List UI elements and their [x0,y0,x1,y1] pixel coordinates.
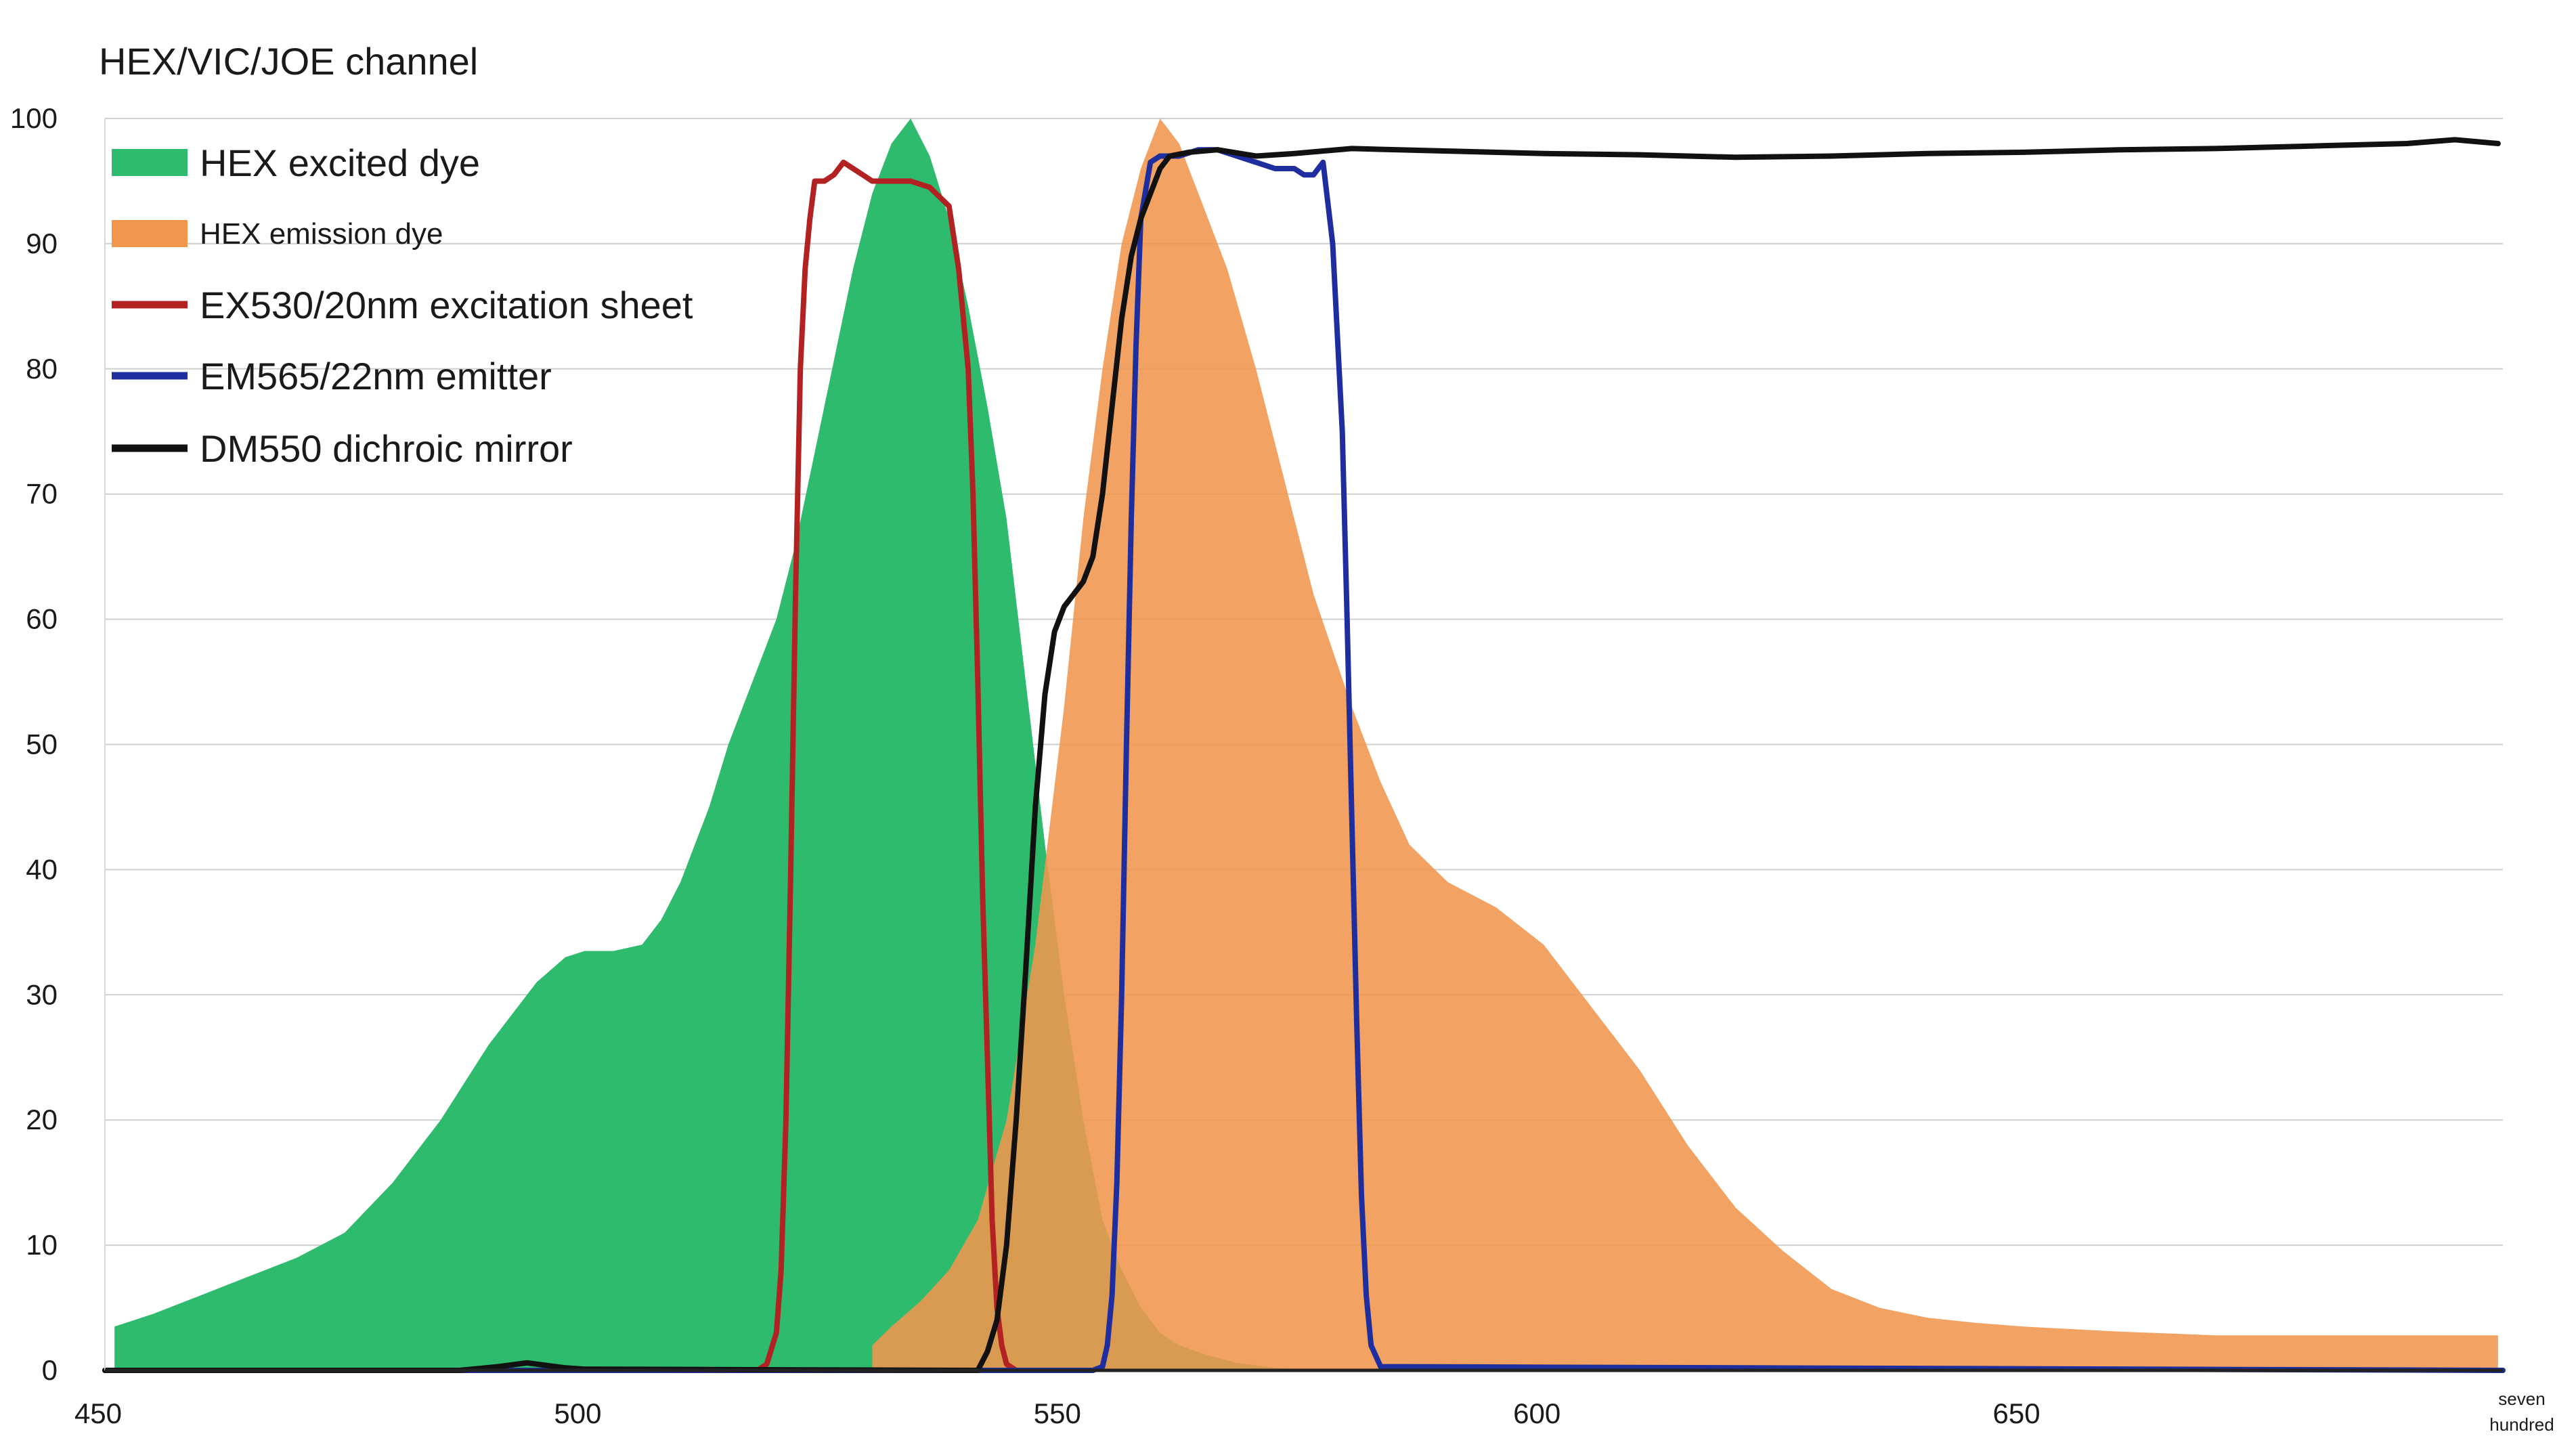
x-tick-label: 650 [1993,1397,2040,1429]
legend-item: EM565/22nm emitter [112,355,552,397]
y-tick-label: 100 [10,102,58,134]
legend-label: EM565/22nm emitter [200,355,552,397]
area-hex-emission-dye [872,118,2498,1370]
legend-item: EX530/20nm excitation sheet [112,284,693,326]
y-tick-label: 10 [26,1229,58,1261]
x-tick-label: 600 [1513,1397,1560,1429]
legend: HEX excited dye HEX emission dye EX530/20n… [112,142,693,470]
line-em565-22nm-emitter [102,147,2506,1373]
y-tick-label: 70 [26,478,58,510]
area-series [114,118,2498,1370]
legend-label: HEX emission dye [200,217,443,251]
legend-label: HEX excited dye [200,142,480,184]
y-tick-label: 40 [26,853,58,885]
y-tick-label: 90 [26,227,58,259]
chart-title: HEX/VIC/JOE channel [99,40,478,83]
legend-label: DM550 dichroic mirror [200,427,573,470]
axes [104,118,2503,1372]
legend-item: HEX excited dye [112,142,480,184]
y-tick-label: 30 [26,978,58,1010]
legend-swatch [112,220,188,247]
tick-labels: 0 10 20 30 40 50 60 70 80 90 100 450 500 550 600 650 sev… [10,102,2554,1435]
legend-label: EX530/20nm excitation sheet [200,284,693,326]
legend-swatch [112,149,188,176]
y-tick-label: 50 [26,729,58,760]
line-series [102,137,2506,1373]
line-dm550-dichroic-mirror [102,137,2501,1373]
y-tick-label: 0 [42,1354,58,1386]
legend-item: HEX emission dye [112,217,443,251]
y-tick-label: 20 [26,1104,58,1135]
x-tick-label: 450 [74,1397,122,1429]
x-tick-label: 500 [554,1397,601,1429]
y-tick-label: 60 [26,603,58,635]
x-tick-label: 550 [1034,1397,1081,1429]
line-ex530-20nm-excitation-sheet [102,159,1067,1373]
x-tick-label: seven hundred [2489,1389,2554,1435]
legend-item: DM550 dichroic mirror [112,427,573,470]
y-tick-label: 80 [26,353,58,385]
